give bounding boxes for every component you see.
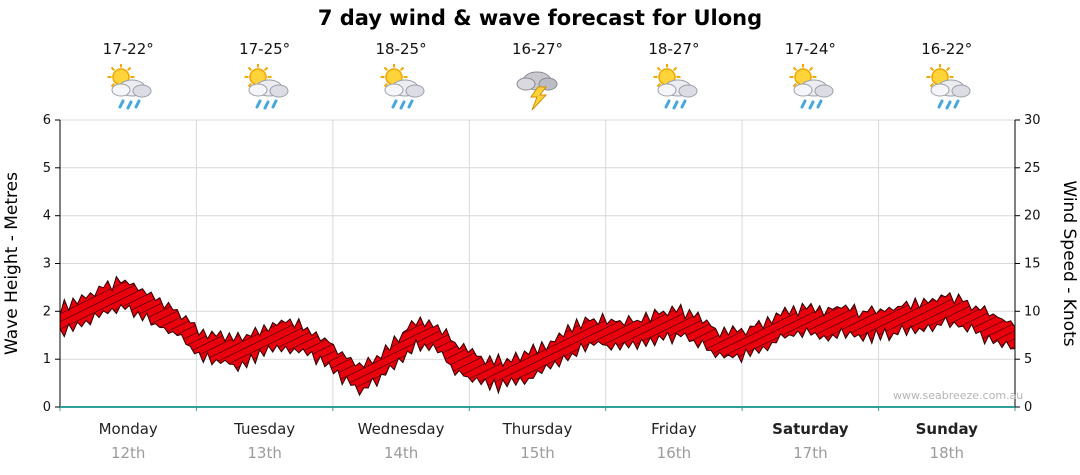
left-tick-label: 1 [43, 352, 51, 367]
left-tick-label: 6 [43, 113, 51, 128]
day-date: 13th [247, 444, 282, 462]
right-tick-label: 20 [1024, 209, 1041, 224]
sun-cloud-rain-icon [107, 64, 152, 110]
day-column-thursday: 16-27° Thursday 15th [469, 0, 605, 475]
sun-cloud-rain-icon [380, 64, 425, 110]
day-name: Sunday [915, 420, 978, 438]
sun-cloud-rain-icon [789, 64, 834, 110]
temperature-range: 18-25° [375, 40, 427, 58]
right-tick-label: 5 [1024, 352, 1032, 367]
day-name: Wednesday [357, 420, 445, 438]
weather-icon-slot [469, 64, 605, 114]
day-date: 12th [110, 444, 146, 462]
temperature-range: 17-25° [239, 40, 291, 58]
day-name: Monday [98, 420, 158, 438]
temperature-range: 16-27° [511, 40, 564, 58]
day-name: Thursday [502, 420, 573, 438]
day-name: Saturday [772, 420, 849, 438]
right-tick-label: 10 [1024, 304, 1041, 319]
day-date: 18th [929, 444, 965, 462]
day-date: 14th [383, 444, 419, 462]
day-column-tuesday: 17-25° Tuesday 13th [196, 0, 332, 475]
left-tick-label: 3 [43, 257, 51, 272]
weather-icon-slot [333, 64, 469, 114]
temperature-range: 17-22° [102, 40, 154, 58]
temperature-range: 17-24° [784, 40, 836, 58]
day-date: 16th [656, 444, 692, 462]
left-axis-ticks: 0 1 2 3 4 5 6 [43, 113, 60, 415]
day-date: 15th [520, 444, 555, 462]
weather-icon-slot [60, 64, 196, 114]
right-tick-label: 15 [1024, 257, 1041, 272]
left-tick-label: 5 [43, 161, 51, 176]
right-tick-label: 0 [1024, 400, 1032, 415]
weather-icon-slot [742, 64, 878, 114]
sun-cloud-rain-icon [653, 64, 698, 110]
day-name: Tuesday [234, 420, 296, 438]
day-date: 17th [793, 444, 828, 462]
day-name: Friday [651, 420, 697, 438]
weather-icon-slot [196, 64, 332, 114]
sun-cloud-rain-icon [244, 64, 289, 110]
right-tick-label: 25 [1024, 161, 1041, 176]
watermark: www.seabreeze.com.au [893, 389, 1023, 402]
page-title: 7 day wind & wave forecast for Ulong [317, 6, 763, 30]
day-column-friday: 18-27° Friday 16th [606, 0, 742, 475]
day-column-saturday: 17-24° Saturday 17th [742, 0, 878, 475]
right-axis-title: Wind Speed - Knots [1059, 180, 1079, 346]
left-tick-label: 4 [43, 209, 51, 224]
day-column-sunday: 16-22° Sunday 18th [879, 0, 1015, 475]
temperature-range: 18-27° [648, 40, 700, 58]
thunderstorm-icon [516, 71, 558, 111]
day-column-monday: 17-22° Monday 12th [60, 0, 196, 475]
left-tick-label: 2 [43, 304, 51, 319]
right-axis-ticks: 0 5 10 15 20 25 30 [1015, 113, 1041, 415]
gridlines [60, 119, 1015, 407]
left-axis-title: Wave Height - Metres [2, 172, 22, 355]
sun-cloud-rain-icon [926, 64, 971, 110]
weather-icon-slot [879, 64, 1015, 114]
weather-icon-slot [606, 64, 742, 114]
day-column-wednesday: 18-25° Wednesday 14th [333, 0, 469, 475]
left-tick-label: 0 [43, 400, 51, 415]
temperature-range: 16-22° [921, 40, 973, 58]
right-tick-label: 30 [1024, 113, 1041, 128]
